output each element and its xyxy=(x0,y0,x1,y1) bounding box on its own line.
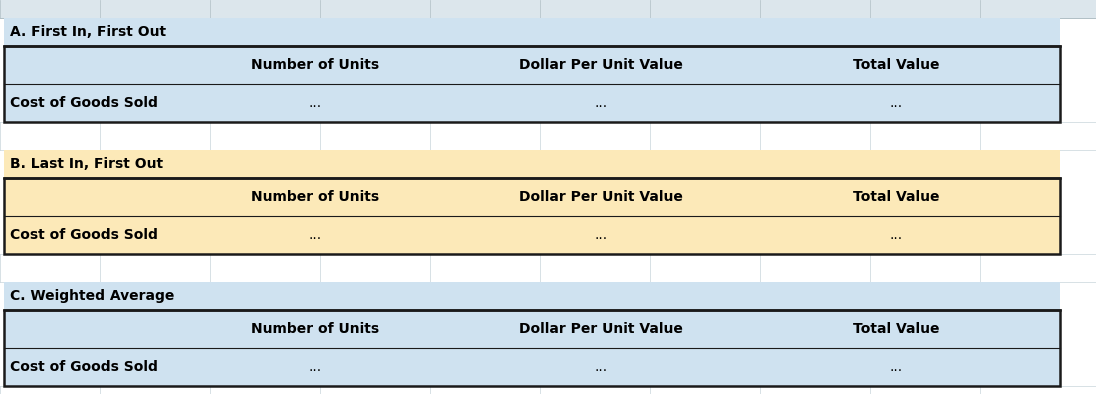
Bar xyxy=(0,0,1096,18)
Bar xyxy=(4,178,1060,254)
Text: Number of Units: Number of Units xyxy=(251,322,379,336)
Bar xyxy=(4,310,1060,386)
Text: ...: ... xyxy=(309,360,322,374)
Bar xyxy=(4,46,1060,122)
Text: ...: ... xyxy=(309,228,322,242)
Bar xyxy=(0,122,1096,150)
Text: ...: ... xyxy=(594,228,607,242)
Text: ...: ... xyxy=(594,360,607,374)
Text: A. First In, First Out: A. First In, First Out xyxy=(10,25,167,39)
Bar xyxy=(4,282,1060,310)
Text: Dollar Per Unit Value: Dollar Per Unit Value xyxy=(518,190,683,204)
Text: ...: ... xyxy=(890,228,903,242)
Text: Dollar Per Unit Value: Dollar Per Unit Value xyxy=(518,58,683,72)
Text: Dollar Per Unit Value: Dollar Per Unit Value xyxy=(518,322,683,336)
Text: Total Value: Total Value xyxy=(853,58,939,72)
Text: Cost of Goods Sold: Cost of Goods Sold xyxy=(10,228,158,242)
Bar xyxy=(4,150,1060,178)
Text: ...: ... xyxy=(594,96,607,110)
Text: Cost of Goods Sold: Cost of Goods Sold xyxy=(10,360,158,374)
Text: Total Value: Total Value xyxy=(853,190,939,204)
Text: C. Weighted Average: C. Weighted Average xyxy=(10,289,174,303)
Text: Number of Units: Number of Units xyxy=(251,190,379,204)
Text: Cost of Goods Sold: Cost of Goods Sold xyxy=(10,96,158,110)
Text: Number of Units: Number of Units xyxy=(251,58,379,72)
Bar xyxy=(4,18,1060,46)
Bar xyxy=(0,254,1096,282)
Bar xyxy=(0,386,1096,394)
Text: Total Value: Total Value xyxy=(853,322,939,336)
Text: B. Last In, First Out: B. Last In, First Out xyxy=(10,157,163,171)
Text: ...: ... xyxy=(890,96,903,110)
Text: ...: ... xyxy=(890,360,903,374)
Text: ...: ... xyxy=(309,96,322,110)
